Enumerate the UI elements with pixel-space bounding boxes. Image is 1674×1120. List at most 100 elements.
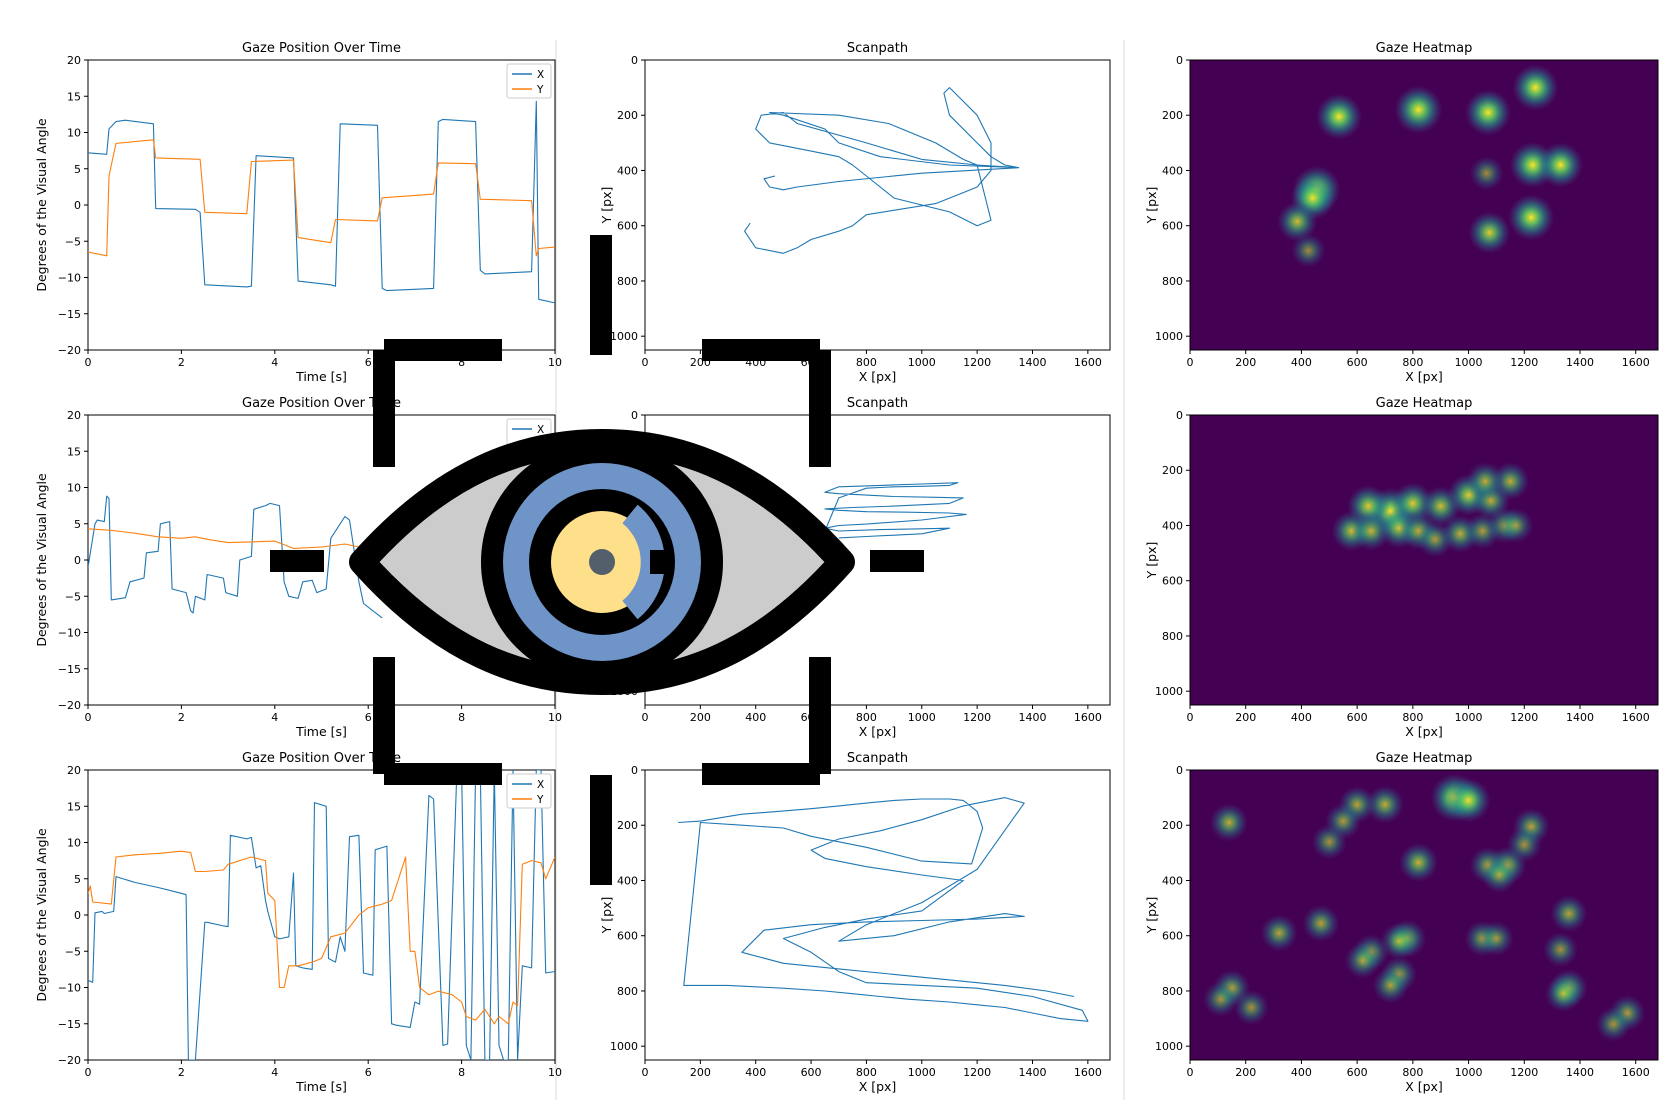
x-tick-label: 0 <box>642 356 649 369</box>
chart-hm3: Gaze Heatmap 0 200 400 600 800 1000 1200 1400 160… <box>1144 751 1659 1094</box>
x-tick-label: 0 <box>1187 356 1194 369</box>
y-tick-label: 1000 <box>1155 330 1183 343</box>
series-line-y <box>88 139 555 257</box>
y-tick-label: 0 <box>631 764 638 777</box>
chart-title: Gaze Position Over Time <box>242 41 401 56</box>
heatmap-hotspot <box>1550 895 1588 933</box>
y-tick-label: 10 <box>67 482 81 495</box>
y-axis-label: Degrees of the Visual Angle <box>34 473 49 647</box>
x-tick-label: 200 <box>1235 1066 1256 1079</box>
y-tick-label: −20 <box>58 699 81 712</box>
heatmap-hotspot <box>1469 156 1504 191</box>
y-tick-label: 15 <box>67 90 81 103</box>
y-tick-label: 0 <box>74 199 81 212</box>
y-tick-label: 0 <box>1176 409 1183 422</box>
y-axis-label: Degrees of the Visual Angle <box>34 118 49 292</box>
legend-label: X <box>537 69 544 81</box>
x-tick-label: 1200 <box>963 711 991 724</box>
x-tick-label: 8 <box>458 1066 465 1079</box>
x-tick-label: 600 <box>1347 711 1368 724</box>
heatmap-hotspot <box>1366 785 1404 824</box>
heatmap-hotspot <box>1544 975 1582 1013</box>
y-tick-label: 15 <box>67 800 81 813</box>
chart-gp2: Gaze Position Over Time 0 2 4 6 8 10 Time [s] 20… <box>34 396 562 739</box>
y-tick-label: 1000 <box>1155 1040 1183 1053</box>
x-tick-label: 400 <box>1291 1066 1312 1079</box>
y-axis-label: Degrees of the Visual Angle <box>34 828 49 1002</box>
x-axis-label: Time [s] <box>295 724 347 739</box>
y-tick-label: 200 <box>617 109 638 122</box>
x-tick-label: 1400 <box>1566 356 1594 369</box>
x-tick-label: 200 <box>1235 356 1256 369</box>
y-axis-label: Y [px] <box>599 187 614 225</box>
x-tick-label: 10 <box>548 356 562 369</box>
y-tick-label: 800 <box>617 985 638 998</box>
legend: XY <box>506 773 552 809</box>
legend-box <box>506 63 552 99</box>
x-tick-label: 1200 <box>1510 1066 1538 1079</box>
x-tick-label: 6 <box>365 1066 372 1079</box>
x-tick-label: 1000 <box>908 1066 936 1079</box>
heatmap-hotspot <box>1203 981 1239 1017</box>
x-axis-label: X [px] <box>859 369 897 384</box>
x-tick-label: 1200 <box>963 1066 991 1079</box>
series-line-x <box>88 100 555 304</box>
axes-frame <box>644 769 1111 1061</box>
x-tick-label: 400 <box>1291 711 1312 724</box>
x-tick-label: 1000 <box>908 711 936 724</box>
axes-frame <box>87 59 556 351</box>
heatmap-hotspot <box>1595 1006 1631 1042</box>
axes-frame <box>1189 414 1659 706</box>
y-tick-label: 400 <box>617 164 638 177</box>
x-tick-label: 1400 <box>1566 1066 1594 1079</box>
heatmap-hotspot <box>1543 932 1578 968</box>
x-tick-label: 0 <box>85 1066 92 1079</box>
heatmap-hotspot <box>1465 89 1512 136</box>
y-tick-label: 600 <box>617 220 638 233</box>
y-tick-label: 600 <box>1162 930 1183 943</box>
legend-label: X <box>537 779 544 791</box>
y-tick-label: −10 <box>58 272 81 285</box>
heatmap-hotspot <box>1316 93 1363 140</box>
x-tick-label: 6 <box>365 356 372 369</box>
y-tick-label: 600 <box>1162 575 1183 588</box>
heatmap-hotspot <box>1446 778 1491 823</box>
y-tick-label: −15 <box>58 1018 81 1031</box>
frame-bar-left-top <box>590 235 612 355</box>
chart-sp3: Scanpath 0 200 400 600 800 1000 1200 1400 1600 X [… <box>599 751 1111 1094</box>
x-tick-label: 200 <box>1235 711 1256 724</box>
heatmap-hotspot <box>1344 942 1381 979</box>
heatmap-background <box>1190 415 1658 705</box>
series-line-y <box>88 528 369 550</box>
x-axis-label: X [px] <box>859 724 897 739</box>
chart-gp3: Gaze Position Over Time 0 2 4 6 8 10 Time [s] 20… <box>34 751 562 1094</box>
y-tick-label: 0 <box>1176 54 1183 67</box>
x-tick-label: 0 <box>642 1066 649 1079</box>
y-tick-label: 0 <box>74 909 81 922</box>
series-group <box>678 797 1089 1022</box>
y-tick-label: 15 <box>67 445 81 458</box>
y-tick-label: 10 <box>67 127 81 140</box>
x-tick-label: 8 <box>458 711 465 724</box>
legend-box <box>506 773 552 809</box>
y-tick-label: −10 <box>58 627 81 640</box>
heatmap-hotspot <box>1302 904 1340 942</box>
y-tick-label: 0 <box>74 554 81 567</box>
x-tick-label: 800 <box>1402 711 1423 724</box>
chart-title: Scanpath <box>847 41 908 56</box>
x-axis-label: Time [s] <box>295 1079 347 1094</box>
x-tick-label: 200 <box>690 1066 711 1079</box>
x-tick-label: 0 <box>85 356 92 369</box>
heatmap-hotspot <box>1468 211 1511 254</box>
x-tick-label: 400 <box>745 1066 766 1079</box>
chart-gp1: Gaze Position Over Time 0 2 4 6 8 10 Time [s] 20… <box>34 41 562 384</box>
x-tick-label: 1400 <box>1566 711 1594 724</box>
y-tick-label: 400 <box>617 874 638 887</box>
chart-hm1: Gaze Heatmap 0 200 400 600 800 1000 1200 1400 160… <box>1144 41 1659 384</box>
x-tick-label: 800 <box>856 711 877 724</box>
x-tick-label: 1000 <box>1455 711 1483 724</box>
y-tick-label: 20 <box>67 764 81 777</box>
y-axis-label: Y [px] <box>599 897 614 935</box>
